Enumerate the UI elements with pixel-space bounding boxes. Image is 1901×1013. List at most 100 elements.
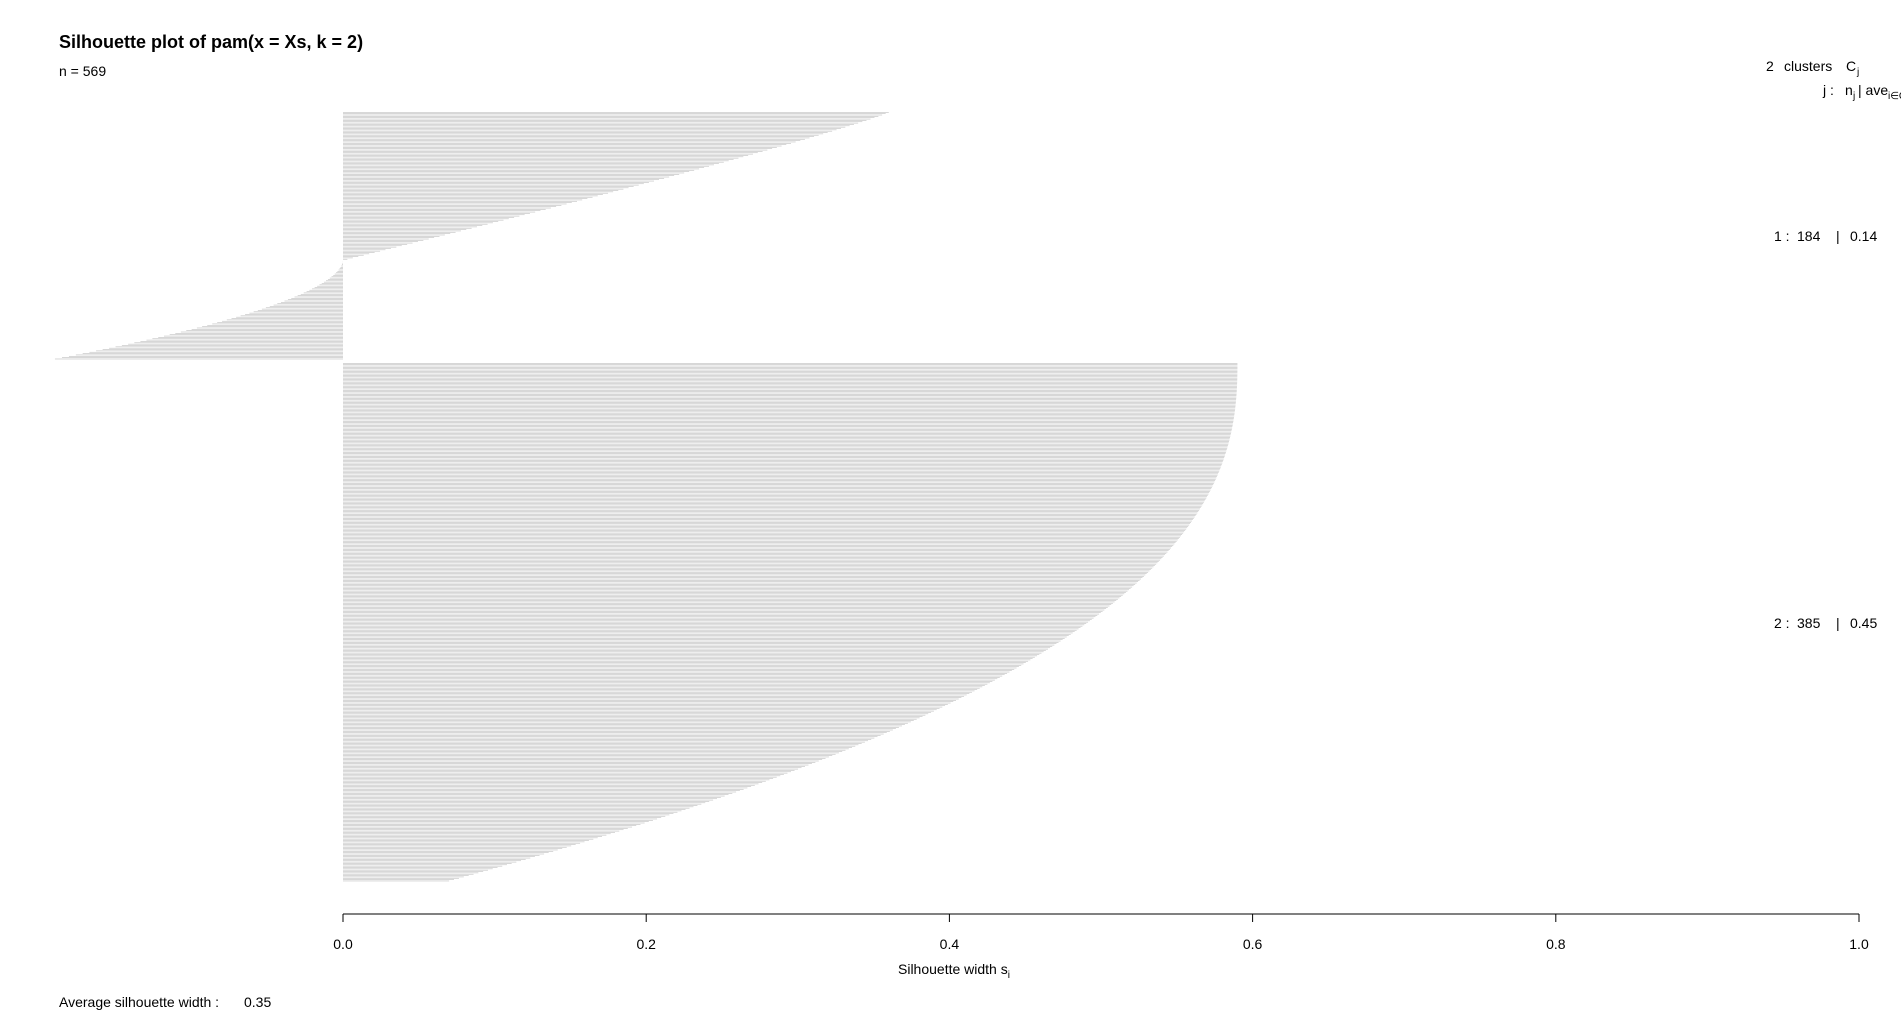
silhouette-bar-c2 — [343, 695, 965, 697]
silhouette-bar-c1 — [343, 203, 567, 205]
silhouette-bar-c1 — [115, 346, 344, 348]
silhouette-bar-c1 — [163, 335, 343, 337]
silhouette-bar-c1 — [343, 225, 483, 226]
silhouette-bar-c2 — [343, 530, 1186, 531]
silhouette-bar-c2 — [343, 718, 917, 720]
chart-title: Silhouette plot of pam(x = Xs, k = 2) — [59, 32, 363, 52]
silhouette-bar-c2 — [343, 621, 1089, 623]
silhouette-bar-c2 — [343, 741, 865, 743]
silhouette-bar-c1 — [343, 257, 353, 259]
silhouette-bar-c2 — [343, 811, 678, 813]
silhouette-bar-c2 — [343, 499, 1206, 500]
silhouette-bar-c2 — [343, 865, 503, 867]
silhouette-bar-c2 — [343, 431, 1232, 433]
silhouette-bar-c2 — [343, 495, 1208, 496]
silhouette-bar-c2 — [343, 815, 666, 817]
silhouette-bar-c1 — [128, 343, 343, 345]
silhouette-bar-c2 — [343, 726, 899, 728]
legend-n-subscript: j — [1852, 91, 1855, 102]
silhouette-bar-c2 — [343, 853, 545, 855]
silhouette-bar-c2 — [343, 526, 1189, 527]
silhouette-bar-c2 — [343, 500, 1205, 502]
silhouette-bar-c2 — [343, 574, 1146, 576]
silhouette-bar-c2 — [343, 512, 1198, 514]
silhouette-bar-c2 — [343, 749, 846, 751]
silhouette-bar-c1 — [226, 319, 343, 321]
silhouette-bar-c2 — [343, 586, 1133, 588]
silhouette-bar-c1 — [343, 153, 753, 155]
silhouette-bar-c2 — [343, 590, 1128, 592]
silhouette-bar-c2 — [343, 430, 1232, 432]
silhouette-bar-c1 — [280, 302, 343, 303]
silhouette-bar-c2 — [343, 388, 1237, 390]
silhouette-bar-c1 — [343, 125, 850, 127]
silhouette-bar-c1 — [134, 342, 343, 344]
silhouette-bar-c2 — [343, 368, 1238, 370]
silhouette-bar-c1 — [343, 171, 690, 172]
silhouette-bar-c1 — [343, 183, 644, 185]
silhouette-bar-c2 — [343, 850, 554, 852]
silhouette-bar-c2 — [343, 856, 535, 857]
silhouette-bar-c1 — [222, 320, 343, 322]
silhouette-bar-c1 — [240, 315, 343, 317]
silhouette-bar-c1 — [343, 175, 675, 176]
silhouette-bar-c2 — [343, 755, 833, 756]
silhouette-bar-c2 — [343, 709, 937, 711]
silhouette-bar-c2 — [343, 863, 512, 864]
silhouette-bar-c2 — [343, 828, 628, 829]
legend-header: 2 clusters C j j : n j | ave i∈Cj — [1766, 58, 1901, 102]
silhouette-bar-c1 — [343, 217, 515, 218]
silhouette-bar-c1 — [343, 240, 424, 241]
silhouette-bar-c2 — [343, 877, 459, 879]
silhouette-bar-c2 — [343, 635, 1069, 636]
silhouette-bar-c2 — [343, 567, 1153, 569]
silhouette-bar-c2 — [343, 532, 1184, 534]
silhouette-bar-c1 — [331, 276, 343, 278]
silhouette-bar-c2 — [343, 659, 1031, 661]
silhouette-bar-c2 — [343, 557, 1163, 558]
silhouette-bar-c2 — [343, 795, 725, 797]
silhouette-bar-c1 — [343, 176, 670, 178]
silhouette-bar-c1 — [343, 221, 499, 222]
silhouette-bar-c2 — [343, 799, 714, 801]
silhouette-bar-c2 — [343, 760, 819, 762]
silhouette-bar-c2 — [343, 834, 607, 836]
silhouette-bar-c2 — [343, 667, 1017, 669]
silhouette-bar-c1 — [343, 180, 654, 182]
silhouette-bar-c2 — [343, 395, 1237, 396]
silhouette-bar-c1 — [343, 182, 649, 183]
silhouette-bar-c1 — [342, 262, 343, 264]
silhouette-bar-c2 — [343, 867, 498, 868]
silhouette-bar-c2 — [343, 412, 1235, 414]
silhouette-bar-c1 — [343, 242, 413, 244]
silhouette-bar-c2 — [343, 733, 884, 735]
silhouette-bar-c2 — [343, 759, 823, 760]
silhouette-bar-c1 — [343, 174, 680, 175]
silhouette-bar-c2 — [343, 879, 455, 880]
silhouette-bars — [54, 112, 1238, 882]
silhouette-bar-c2 — [343, 640, 1061, 642]
silhouette-bar-c2 — [343, 830, 620, 832]
silhouette-bar-c1 — [343, 114, 883, 116]
silhouette-bar-c2 — [343, 644, 1055, 646]
silhouette-bar-c1 — [343, 113, 886, 114]
silhouette-bar-c2 — [343, 473, 1219, 475]
silhouette-bar-c1 — [196, 327, 343, 329]
silhouette-bar-c2 — [343, 545, 1174, 546]
silhouette-bar-c2 — [343, 565, 1155, 566]
silhouette-bar-c2 — [343, 776, 777, 778]
silhouette-bar-c2 — [343, 757, 826, 759]
silhouette-bar-c2 — [343, 642, 1059, 643]
silhouette-bar-c2 — [343, 848, 563, 849]
silhouette-bar-c1 — [343, 211, 536, 213]
silhouette-bar-c1 — [169, 334, 343, 336]
silhouette-bar-c2 — [343, 468, 1221, 469]
silhouette-bar-c2 — [343, 372, 1238, 374]
silhouette-bar-c1 — [343, 202, 572, 203]
silhouette-bar-c1 — [343, 163, 719, 164]
silhouette-bar-c1 — [343, 136, 815, 137]
silhouette-bar-c1 — [343, 134, 819, 136]
silhouette-bar-c1 — [54, 358, 344, 360]
silhouette-bar-c2 — [343, 367, 1238, 368]
silhouette-bar-c2 — [343, 845, 572, 847]
